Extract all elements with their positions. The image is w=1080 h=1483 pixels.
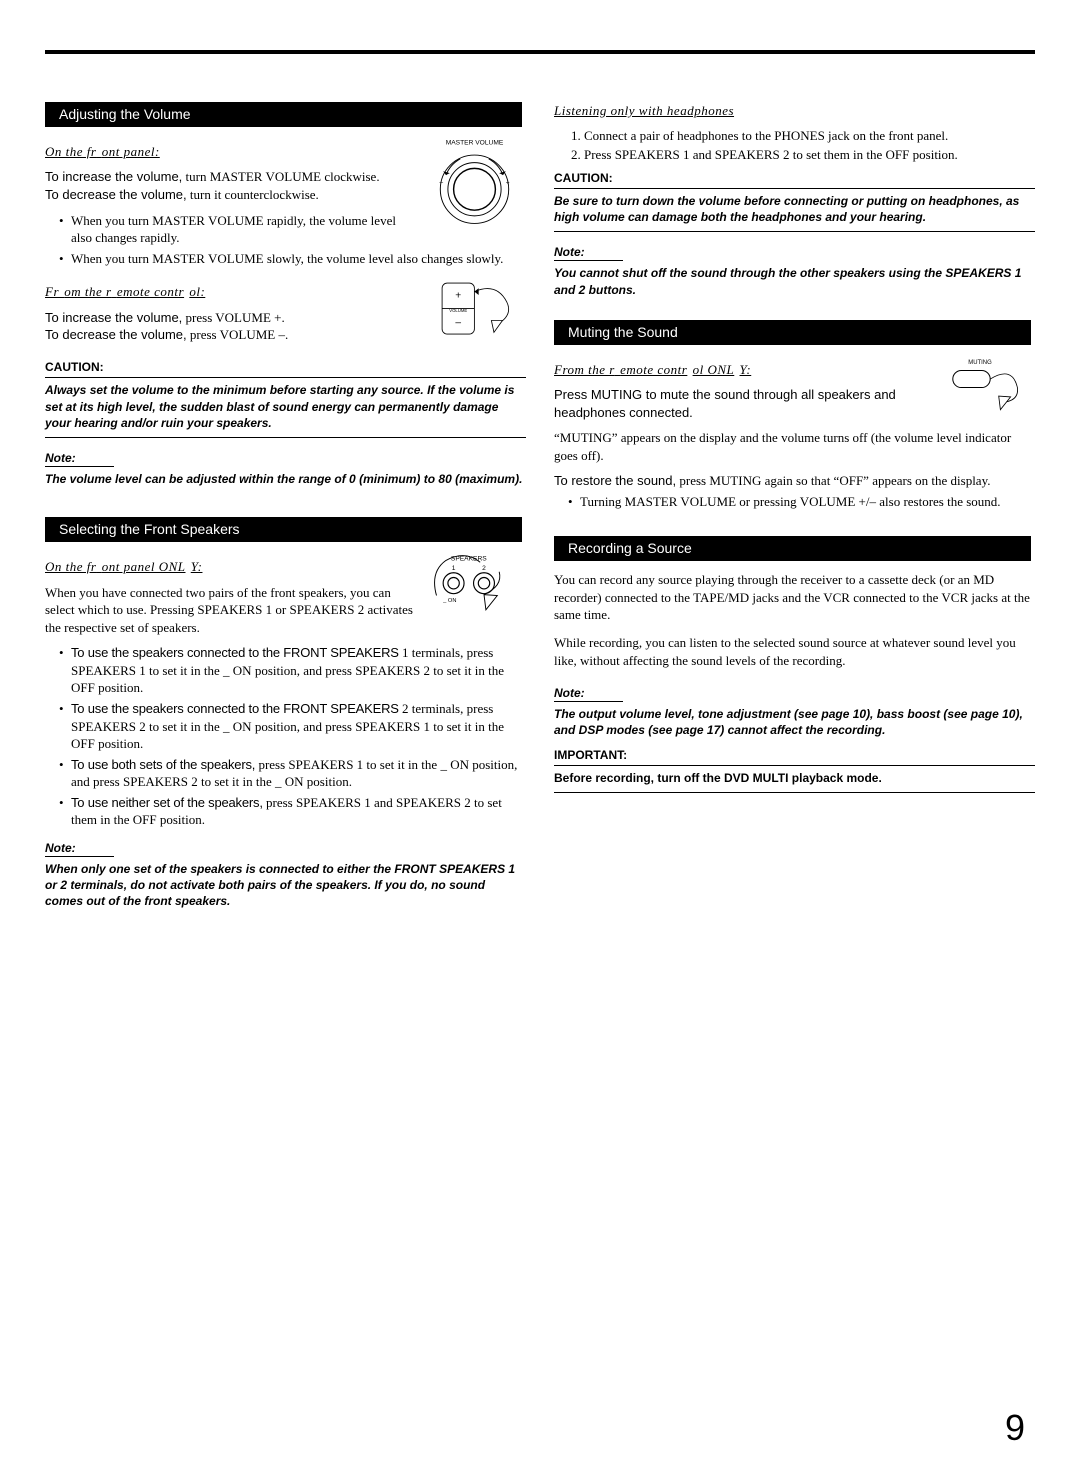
rule: [554, 792, 1035, 793]
columns: Adjusting the Volume MASTER VOLUME – + O…: [45, 102, 1035, 910]
important-heading: IMPORTANT:: [554, 747, 1035, 763]
caution-text: Always set the volume to the minimum bef…: [45, 382, 526, 431]
rule: [45, 437, 526, 438]
selecting-bullets: To use the speakers connected to the FRO…: [59, 644, 526, 828]
right-column: Listening only with headphones Connect a…: [554, 102, 1035, 910]
svg-text:2: 2: [482, 565, 486, 572]
volume-button-icon: + VOLUME –: [437, 277, 522, 347]
section-muting: Muting the Sound MUTING From the r emote…: [554, 320, 1035, 511]
caution-text: Be sure to turn down the volume before c…: [554, 193, 1035, 225]
note-heading: Note:: [45, 840, 114, 857]
svg-text:+: +: [506, 179, 510, 186]
note-heading: Note:: [554, 685, 623, 702]
subheading-remote: Fr om the r emote contr ol:: [45, 283, 205, 302]
section-title: Muting the Sound: [554, 320, 1031, 345]
rule: [554, 765, 1035, 766]
svg-text:–: –: [439, 179, 443, 186]
svg-text:_ ON: _ ON: [442, 598, 456, 604]
muting-block: MUTING From the r emote contr ol ONL Y: …: [554, 355, 1035, 465]
section-title: Selecting the Front Speakers: [45, 517, 522, 542]
svg-text:+: +: [455, 291, 461, 302]
muting-restore: To restore the sound, press MUTING again…: [554, 472, 1035, 490]
left-column: Adjusting the Volume MASTER VOLUME – + O…: [45, 102, 526, 910]
list-item: To use the speakers connected to the FRO…: [59, 700, 526, 753]
section-title: Recording a Source: [554, 536, 1031, 561]
rule: [45, 377, 526, 378]
caution-heading: CAUTION:: [45, 359, 526, 375]
page-number: 9: [1005, 1404, 1025, 1453]
front-panel-bullets: When you turn MASTER VOLUME rapidly, the…: [59, 212, 526, 268]
svg-text:MUTING: MUTING: [968, 359, 992, 365]
list-item: To use both sets of the speakers, press …: [59, 756, 526, 791]
section-recording: Recording a Source You can record any so…: [554, 536, 1035, 793]
svg-text:MASTER VOLUME: MASTER VOLUME: [446, 139, 504, 146]
section-headphones: Listening only with headphones Connect a…: [554, 102, 1035, 298]
rule: [554, 231, 1035, 232]
selecting-intro-block: SPEAKERS 1 2 _ ON On the fr ont panel ON…: [45, 552, 526, 636]
subheading: Listening only with headphones: [554, 102, 734, 121]
note-text: The volume level can be adjusted within …: [45, 471, 526, 487]
note-heading: Note:: [554, 244, 623, 261]
section-title: Adjusting the Volume: [45, 102, 522, 127]
rule: [554, 188, 1035, 189]
svg-text:1: 1: [452, 565, 456, 572]
subheading: From the r emote contr ol ONL Y:: [554, 361, 751, 380]
front-panel-block: MASTER VOLUME – + On the fr ont panel: T…: [45, 137, 526, 267]
important-text: Before recording, turn off the DVD MULTI…: [554, 770, 1035, 786]
note-heading: Note:: [45, 450, 114, 467]
page-content: Adjusting the Volume MASTER VOLUME – + O…: [45, 50, 1035, 910]
speakers-buttons-icon: SPEAKERS 1 2 _ ON: [427, 552, 522, 622]
section-adjusting-volume: Adjusting the Volume MASTER VOLUME – + O…: [45, 102, 526, 487]
subheading-front-panel: On the fr ont panel:: [45, 143, 160, 162]
section-selecting-speakers: Selecting the Front Speakers SPEAKERS 1 …: [45, 517, 526, 909]
svg-text:–: –: [455, 318, 461, 329]
remote-block: + VOLUME – Fr om the r emote contr ol: T…: [45, 277, 526, 344]
muting-p2: “MUTING” appears on the display and the …: [554, 429, 1035, 464]
recording-p1: You can record any source playing throug…: [554, 571, 1035, 624]
caution-heading: CAUTION:: [554, 170, 1035, 186]
note-text: When only one set of the speakers is con…: [45, 861, 526, 910]
recording-p2: While recording, you can listen to the s…: [554, 634, 1035, 669]
list-item: To use the speakers connected to the FRO…: [59, 644, 526, 697]
svg-text:VOLUME: VOLUME: [449, 308, 467, 313]
headphones-steps: Connect a pair of headphones to the PHON…: [568, 127, 1035, 164]
note-text: The output volume level, tone adjustment…: [554, 706, 1035, 738]
list-item: To use neither set of the speakers, pres…: [59, 794, 526, 829]
muting-bullets: Turning MASTER VOLUME or pressing VOLUME…: [568, 493, 1035, 511]
muting-button-icon: MUTING: [946, 355, 1031, 415]
subheading: On the fr ont panel ONL Y:: [45, 558, 202, 577]
note-text: You cannot shut off the sound through th…: [554, 265, 1035, 297]
